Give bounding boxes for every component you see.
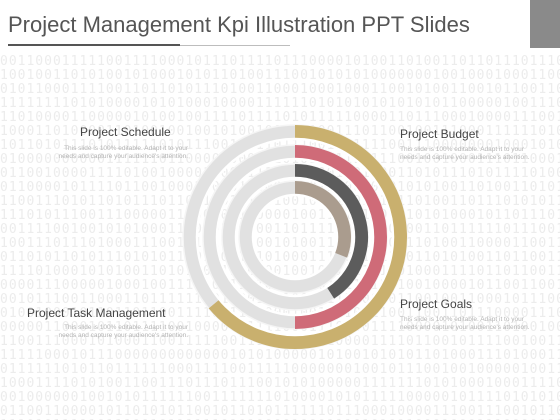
page-title: Project Management Kpi Illustration PPT … [8, 12, 470, 37]
desc-project-task-management: This slide is 100% editable. Adapt it to… [58, 324, 188, 339]
title-underline [8, 44, 180, 46]
ring-arc-third [294, 164, 368, 299]
label-project-task-management: Project Task Management [27, 306, 166, 320]
corner-accent-block [530, 0, 560, 48]
ring-separator [195, 137, 395, 337]
desc-project-budget: This slide is 100% editable. Adapt it to… [400, 146, 530, 161]
desc-project-schedule: This slide is 100% editable. Adapt it to… [58, 145, 188, 160]
ring-arc-inner [294, 181, 351, 258]
label-project-budget: Project Budget [400, 127, 479, 141]
ring-separator [251, 193, 339, 281]
ring-arc-second [294, 145, 387, 329]
ring-arc-outer [208, 125, 407, 349]
label-project-schedule: Project Schedule [80, 125, 171, 139]
desc-project-goals: This slide is 100% editable. Adapt it to… [400, 316, 530, 331]
title-underline-light [180, 45, 290, 46]
ring-separator [234, 176, 356, 298]
ring-separator [215, 157, 375, 317]
label-project-goals: Project Goals [400, 297, 473, 311]
